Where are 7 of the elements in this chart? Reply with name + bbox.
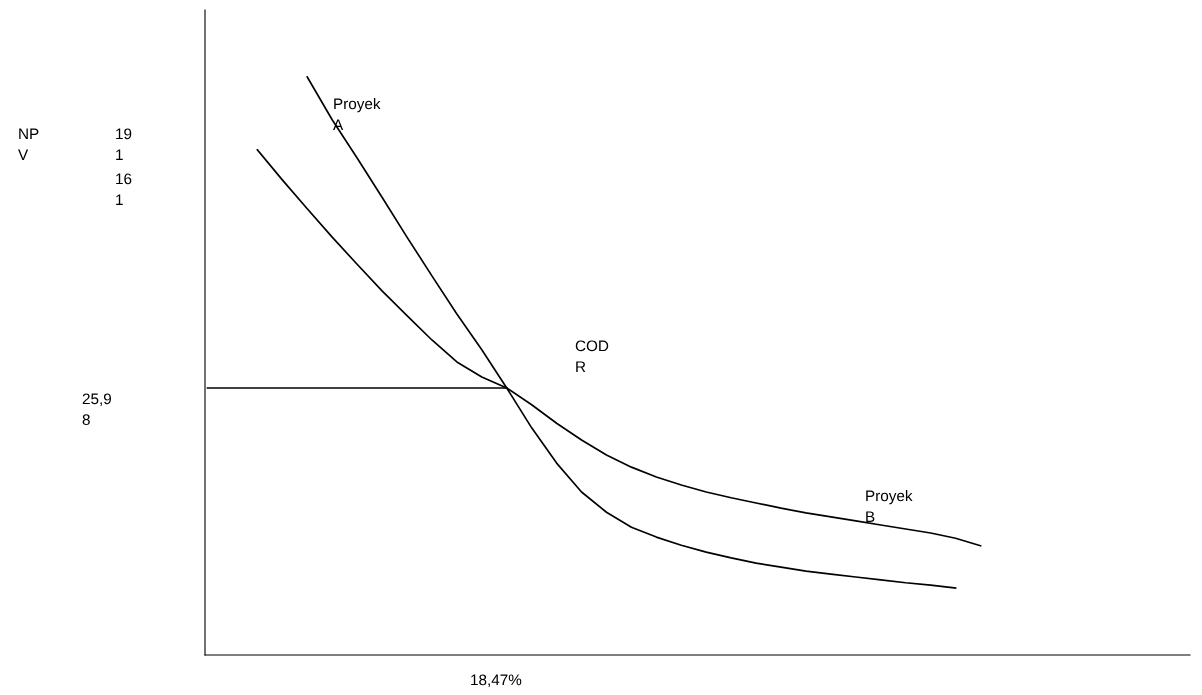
annotation: Proyek B	[866, 490, 913, 522]
annotation: COD R	[575, 340, 609, 372]
text: 18,47%	[471, 674, 522, 688]
text: NP V	[18, 128, 39, 160]
text: 25,9 8	[82, 393, 112, 426]
text: 19 1	[116, 128, 132, 160]
text: 16 1	[116, 173, 132, 205]
